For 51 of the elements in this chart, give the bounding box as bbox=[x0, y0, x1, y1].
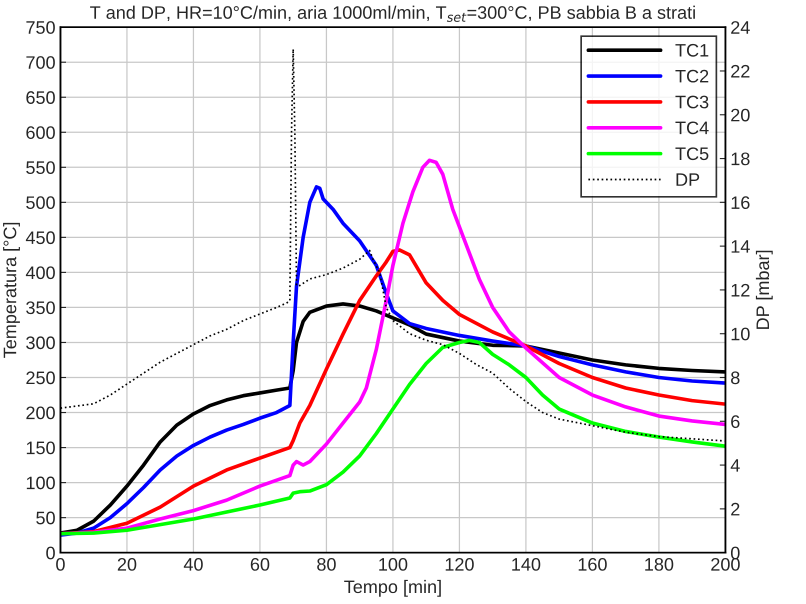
y-tick-label: 150 bbox=[26, 442, 55, 454]
y-tick-label: 250 bbox=[26, 371, 55, 384]
x-tick-label: 60 bbox=[250, 558, 270, 571]
x-tick-label: 80 bbox=[317, 558, 336, 571]
y-tick-label: 350 bbox=[26, 301, 55, 314]
x-tick-label: 0 bbox=[56, 558, 65, 571]
y-axis-title: Temperatura [°C] bbox=[3, 222, 20, 358]
y-tick-label: 750 bbox=[26, 21, 55, 34]
y-tick-label: 450 bbox=[26, 231, 55, 244]
legend-label: TC2 bbox=[675, 70, 708, 83]
y2-tick-label: 4 bbox=[730, 459, 740, 472]
y-tick-label: 700 bbox=[26, 56, 55, 69]
x-tick-label: 120 bbox=[446, 558, 474, 571]
y-tick-label: 400 bbox=[26, 266, 55, 280]
y2-tick-label: 22 bbox=[731, 64, 750, 78]
y2-tick-label: 12 bbox=[732, 284, 750, 296]
x-tick-label: 200 bbox=[711, 558, 740, 571]
line-series bbox=[60, 338, 726, 536]
y-tick-label: 650 bbox=[26, 91, 55, 104]
legend-label: TC4 bbox=[675, 121, 709, 134]
y-tick-label: 200 bbox=[26, 406, 55, 420]
y-tick-label: 0 bbox=[46, 546, 55, 560]
legend-label: TC5 bbox=[675, 147, 708, 160]
legend-label: TC3 bbox=[675, 96, 708, 108]
y2-tick-label: 14 bbox=[732, 240, 750, 253]
x-tick-label: 100 bbox=[379, 558, 408, 571]
y-tick-label: 300 bbox=[26, 336, 55, 350]
y-tick-label: 500 bbox=[26, 196, 55, 210]
y-tick-label: 50 bbox=[36, 512, 55, 524]
x-tick-label: 20 bbox=[118, 558, 136, 571]
x-tick-label: 40 bbox=[184, 558, 203, 571]
x-tick-label: 160 bbox=[578, 558, 607, 571]
x-tick-label: 180 bbox=[645, 558, 674, 571]
y2-axis-title: DP [mbar] bbox=[756, 250, 773, 329]
x-tick-label: 140 bbox=[512, 558, 540, 571]
y2-tick-label: 24 bbox=[731, 21, 750, 34]
y2-tick-label: 10 bbox=[732, 328, 750, 340]
chart-title: T and DP, HR=10°C/min, aria 1000ml/min, T$_{set}$=300°C, PB sabbia B a strati bbox=[90, 6, 695, 22]
y2-tick-label: 18 bbox=[732, 152, 750, 166]
y-tick-label: 100 bbox=[26, 476, 55, 490]
legend-label: TC1 bbox=[675, 44, 708, 57]
y2-tick-label: 6 bbox=[731, 415, 740, 428]
legend-label: DP bbox=[676, 173, 700, 186]
y-tick-label: 550 bbox=[26, 161, 55, 174]
y2-tick-label: 16 bbox=[732, 196, 750, 210]
y2-tick-label: 8 bbox=[731, 371, 740, 384]
y2-tick-label: 20 bbox=[731, 108, 750, 122]
y2-tick-label: 0 bbox=[730, 546, 740, 560]
x-axis-title: Tempo [min] bbox=[344, 580, 441, 597]
y-tick-label: 600 bbox=[26, 126, 55, 139]
y2-tick-label: 2 bbox=[731, 502, 740, 516]
